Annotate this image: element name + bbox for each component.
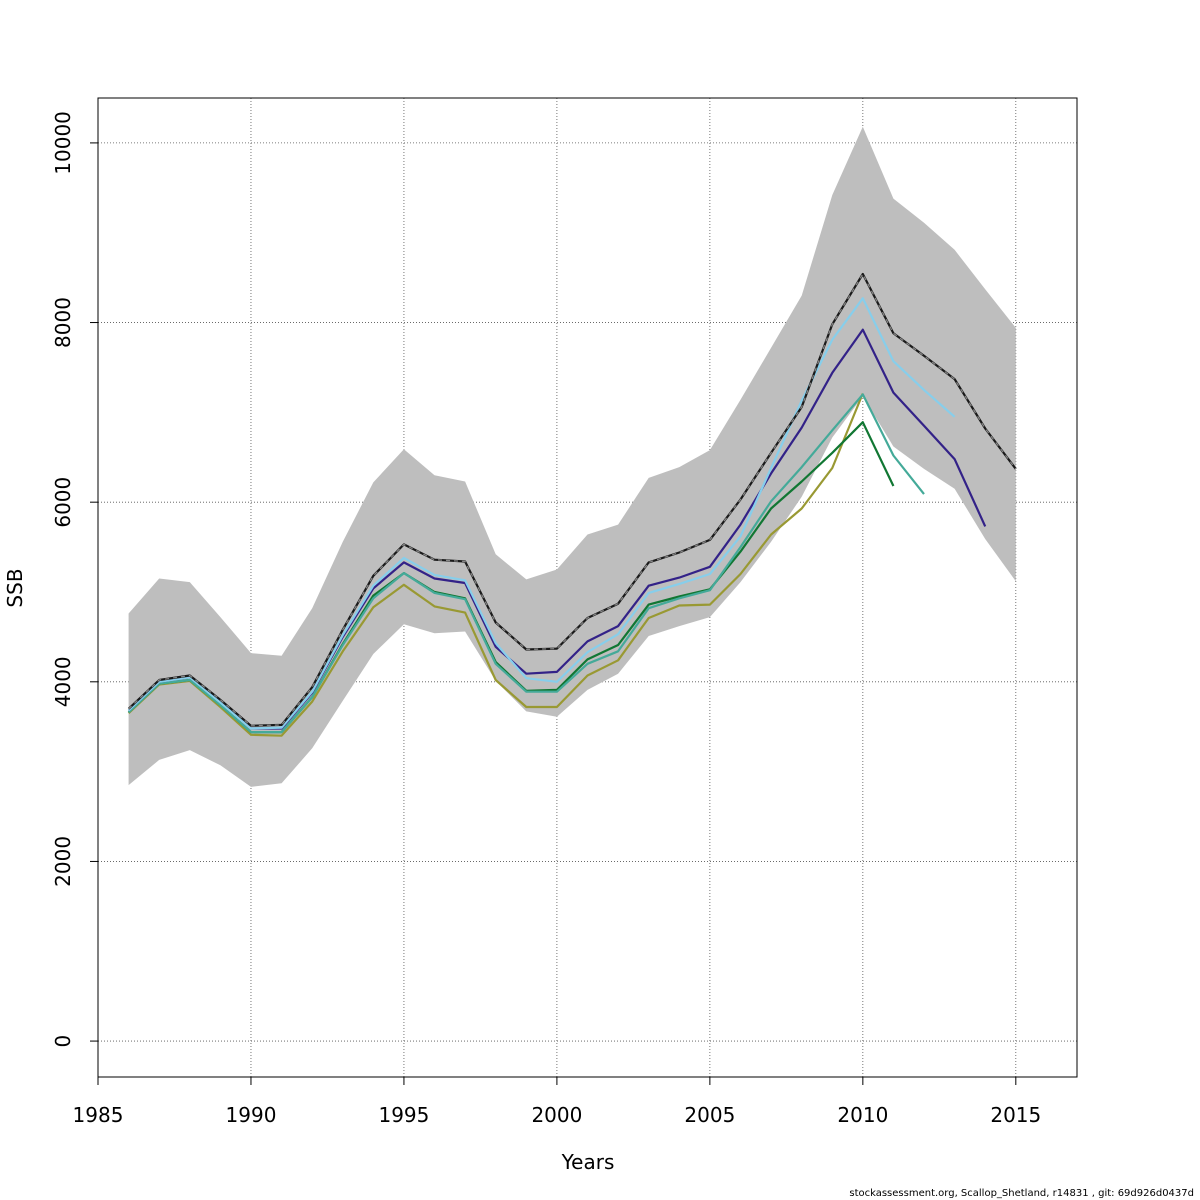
y-tick-label: 8000 [51,297,75,348]
series-line-dash [128,272,1017,727]
y-tick-label: 10000 [51,111,75,175]
x-tick-label: 2010 [837,1103,888,1127]
y-axis-label: SSB [3,568,27,607]
series-line [127,393,925,734]
series-line [127,393,864,737]
x-tick-label: 1985 [73,1103,124,1127]
confidence-band [128,126,1016,787]
x-tick-label: 2015 [990,1103,1041,1127]
x-axis-label: Years [561,1150,615,1174]
x-axis: 1985 1990 1995 2000 2005 2010 2015 [73,1076,1041,1127]
y-tick-label: 4000 [51,656,75,707]
series-lines [127,272,1017,737]
y-tick-label: 6000 [51,477,75,528]
x-tick-label: 2005 [684,1103,735,1127]
series-line [127,297,956,730]
x-tick-label: 1990 [226,1103,277,1127]
x-tick-label: 1995 [378,1103,429,1127]
y-axis: 0 2000 4000 6000 8000 10000 [51,111,99,1048]
footer-credit: stockassessment.org, Scallop_Shetland, r… [849,1188,1194,1199]
x-tick-label: 2000 [531,1103,582,1127]
y-tick-label: 0 [51,1035,75,1048]
y-tick-label: 2000 [51,836,75,887]
